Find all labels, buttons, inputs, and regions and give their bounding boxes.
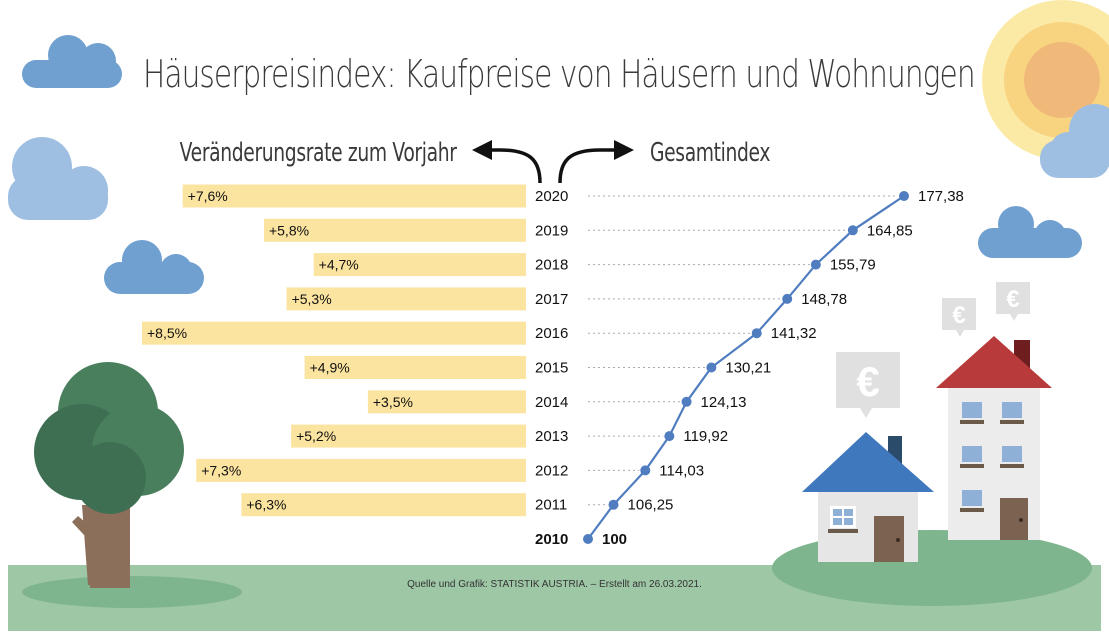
year-label: 2013	[535, 428, 568, 445]
year-label: 2015	[535, 360, 568, 377]
arrow-right-head	[614, 140, 634, 160]
year-label: 2010	[535, 531, 568, 548]
bar	[367, 390, 526, 414]
year-label: 2018	[535, 257, 568, 274]
cloud-icon	[978, 206, 1082, 258]
bar-label: +6,3%	[246, 497, 286, 513]
cloud-icon	[22, 35, 122, 88]
index-point	[899, 191, 909, 201]
house-small-icon	[802, 432, 934, 562]
chart-title: Häuserpreisindex: Kaufpreise von Häusern…	[143, 52, 976, 96]
bar	[263, 218, 526, 242]
bar-label: +7,6%	[188, 188, 228, 204]
index-value-label: 177,38	[918, 188, 964, 205]
bar	[241, 493, 526, 517]
year-label: 2016	[535, 325, 568, 342]
bar-label: +5,3%	[292, 291, 332, 307]
index-point	[751, 328, 762, 339]
index-value-label: 155,79	[830, 257, 876, 274]
index-value-label: 130,21	[725, 360, 771, 377]
index-point	[681, 396, 692, 407]
year-label: 2017	[535, 291, 568, 308]
bar-label: +3,5%	[373, 394, 413, 410]
index-point	[608, 499, 619, 510]
bar-label: +5,2%	[296, 428, 336, 444]
year-label: 2014	[535, 394, 568, 411]
bar	[291, 424, 526, 448]
index-value-label: 100	[602, 531, 627, 548]
bar-label: +8,5%	[147, 325, 187, 341]
cloud-icon	[104, 240, 204, 294]
right-subtitle: Gesamtindex	[650, 138, 771, 168]
index-point	[583, 534, 593, 544]
left-subtitle: Veränderungsrate zum Vorjahr	[180, 138, 457, 168]
index-point	[782, 293, 793, 304]
euro-bubble-icon: €	[836, 352, 900, 418]
bar	[142, 321, 526, 345]
cloud-icon	[8, 137, 108, 220]
bar-label: +4,7%	[319, 257, 359, 273]
index-value-label: 148,78	[801, 291, 847, 308]
bar	[196, 458, 526, 482]
index-value-label: 106,25	[628, 497, 674, 514]
index-value-label: 124,13	[701, 394, 747, 411]
euro-symbol: €	[856, 358, 879, 405]
index-point	[847, 225, 858, 236]
index-point	[664, 431, 675, 442]
source-note: Quelle und Grafik: STATISTIK AUSTRIA. – …	[407, 579, 702, 590]
index-point	[706, 362, 717, 373]
tree-icon	[34, 362, 184, 588]
year-label: 2011	[535, 497, 567, 514]
house-tall-icon	[936, 336, 1052, 540]
bar	[304, 356, 526, 379]
index-point	[640, 465, 651, 476]
bar-label: +4,9%	[310, 360, 350, 376]
tree-shadow	[22, 576, 242, 608]
index-point	[810, 259, 821, 270]
cloud-icon	[1040, 104, 1109, 178]
arrow-left-head	[472, 140, 492, 160]
index-value-label: 141,32	[771, 325, 817, 342]
year-label: 2020	[535, 188, 568, 205]
index-value-label: 114,03	[659, 462, 704, 479]
bar	[286, 287, 526, 311]
index-value-label: 119,92	[683, 428, 728, 445]
euro-symbol: €	[952, 302, 965, 329]
bar-label: +5,8%	[269, 222, 309, 238]
arrow-right-icon	[558, 148, 616, 184]
arrow-left-icon	[488, 148, 542, 184]
euro-symbol: €	[1006, 286, 1019, 313]
euro-bubble-icon: €	[942, 298, 976, 337]
year-label: 2019	[535, 222, 568, 239]
bar-label: +7,3%	[201, 462, 241, 478]
year-label: 2012	[535, 462, 568, 479]
index-value-label: 164,85	[867, 222, 913, 239]
bar	[313, 253, 526, 277]
euro-bubble-icon: €	[996, 282, 1030, 321]
bar	[182, 184, 527, 208]
